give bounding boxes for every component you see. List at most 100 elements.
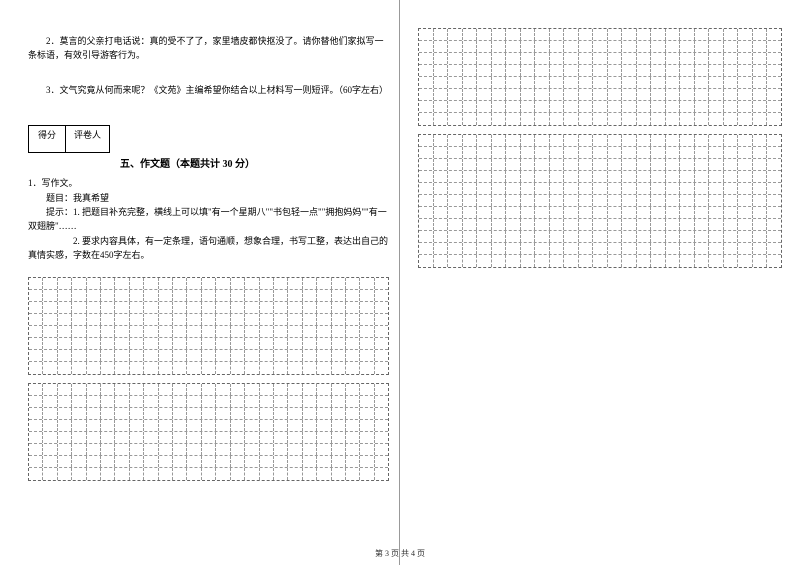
grid-cell (231, 444, 245, 455)
grid-cell (564, 113, 579, 125)
grid-cell (231, 362, 245, 374)
grid-cell (29, 384, 43, 395)
grid-cell (767, 113, 781, 125)
grid-cell (58, 432, 72, 443)
grid-cell (303, 362, 317, 374)
grid-cell (593, 113, 608, 125)
grid-cell (550, 255, 565, 267)
grid-cell (622, 231, 637, 242)
grid-cell (159, 432, 173, 443)
grid-cell (159, 350, 173, 361)
grid-cell (724, 183, 739, 194)
grid-cell (159, 420, 173, 431)
grid-cell (666, 147, 681, 158)
grid-cell (43, 350, 57, 361)
grid-cell (506, 231, 521, 242)
grid-cell (695, 101, 710, 112)
grid-cell (58, 384, 72, 395)
grid-cell (419, 219, 434, 230)
grid-cell (448, 147, 463, 158)
grid-cell (115, 432, 129, 443)
grid-row (29, 456, 388, 468)
grid-cell (637, 171, 652, 182)
grid-cell (274, 396, 288, 407)
grid-row (419, 147, 781, 159)
grid-cell (593, 41, 608, 52)
essay-instructions: 1．写作文。 题目：我真希望 提示：1. 把题目补充完整，横线上可以填"有一个星… (28, 176, 389, 262)
score-box: 得分 评卷人 (28, 125, 110, 153)
grid-cell (375, 314, 388, 325)
grid-cell (608, 29, 623, 40)
grid-cell (260, 420, 274, 431)
grid-cell (130, 362, 144, 374)
grid-cell (535, 171, 550, 182)
grid-cell (564, 231, 579, 242)
grid-cell (173, 302, 187, 313)
grid-cell (216, 290, 230, 301)
grid-cell (564, 53, 579, 64)
grid-cell (709, 171, 724, 182)
grid-cell (303, 290, 317, 301)
grid-cell (202, 444, 216, 455)
grid-cell (608, 183, 623, 194)
grid-cell (375, 384, 388, 395)
grid-cell (695, 207, 710, 218)
score-cell-reviewer: 评卷人 (66, 126, 109, 152)
grid-cell (87, 420, 101, 431)
grid-cell (709, 29, 724, 40)
grid-cell (202, 290, 216, 301)
grid-cell (346, 362, 360, 374)
grid-cell (187, 468, 201, 480)
grid-cell (637, 53, 652, 64)
grid-cell (260, 456, 274, 467)
grid-cell (317, 338, 331, 349)
grid-cell (346, 314, 360, 325)
grid-cell (593, 195, 608, 206)
grid-cell (622, 29, 637, 40)
grid-cell (724, 135, 739, 146)
grid-cell (579, 53, 594, 64)
grid-cell (346, 420, 360, 431)
grid-cell (101, 408, 115, 419)
grid-cell (463, 113, 478, 125)
grid-cell (666, 231, 681, 242)
grid-cell (29, 302, 43, 313)
grid-row (419, 195, 781, 207)
essay-line-4: 2. 要求内容具体，有一定条理，语句通顺，想象合理，书写工整，表达出自己的真情实… (28, 234, 389, 263)
grid-cell (724, 29, 739, 40)
grid-cell (419, 89, 434, 100)
grid-cell (608, 147, 623, 158)
grid-cell (144, 302, 158, 313)
grid-cell (753, 207, 768, 218)
grid-cell (173, 420, 187, 431)
grid-cell (115, 384, 129, 395)
grid-cell (637, 183, 652, 194)
grid-cell (101, 302, 115, 313)
grid-cell (173, 396, 187, 407)
grid-cell (231, 326, 245, 337)
grid-cell (753, 89, 768, 100)
grid-cell (72, 326, 86, 337)
grid-cell (564, 89, 579, 100)
grid-cell (695, 147, 710, 158)
grid-cell (115, 338, 129, 349)
grid-cell (448, 41, 463, 52)
grid-cell (651, 255, 666, 267)
grid-cell (492, 183, 507, 194)
grid-cell (535, 135, 550, 146)
page-container: 2．莫言的父亲打电话说：真的受不了了，家里墙皮都快抠没了。请你替他们家拟写一条标… (0, 0, 800, 565)
grid-cell (317, 408, 331, 419)
grid-cell (72, 278, 86, 289)
grid-cell (130, 444, 144, 455)
grid-cell (303, 384, 317, 395)
grid-cell (274, 350, 288, 361)
grid-cell (724, 231, 739, 242)
grid-row (419, 113, 781, 125)
grid-cell (87, 408, 101, 419)
grid-cell (43, 456, 57, 467)
grid-row (29, 278, 388, 290)
grid-cell (115, 456, 129, 467)
grid-cell (288, 314, 302, 325)
grid-cell (651, 29, 666, 40)
grid-cell (579, 77, 594, 88)
